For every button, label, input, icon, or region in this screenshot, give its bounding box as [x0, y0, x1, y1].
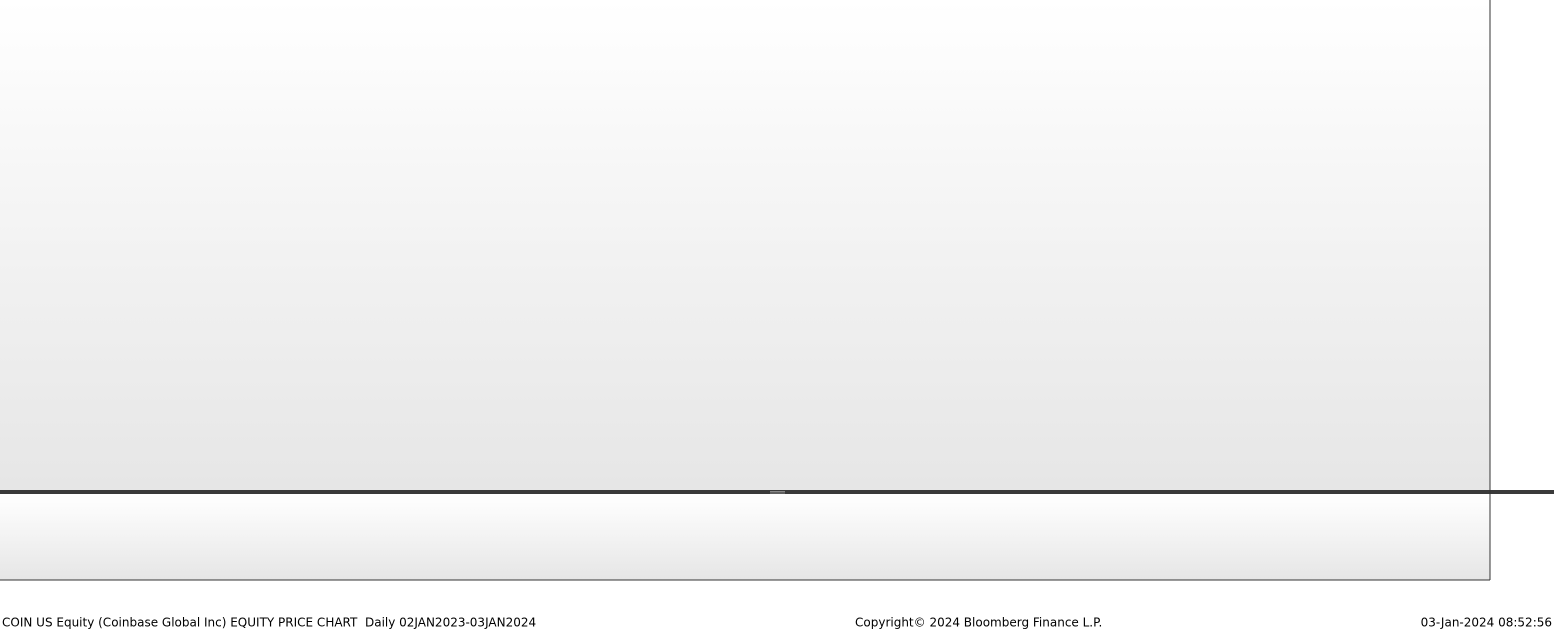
footer-left: COIN US Equity (Coinbase Global Inc) EQU… [2, 616, 536, 630]
footer-center: Copyright© 2024 Bloomberg Finance L.P. [855, 616, 1102, 630]
price-panel [0, 0, 1490, 490]
footer-right: 03-Jan-2024 08:52:56 [1421, 616, 1552, 630]
rsi-panel [0, 495, 1490, 580]
